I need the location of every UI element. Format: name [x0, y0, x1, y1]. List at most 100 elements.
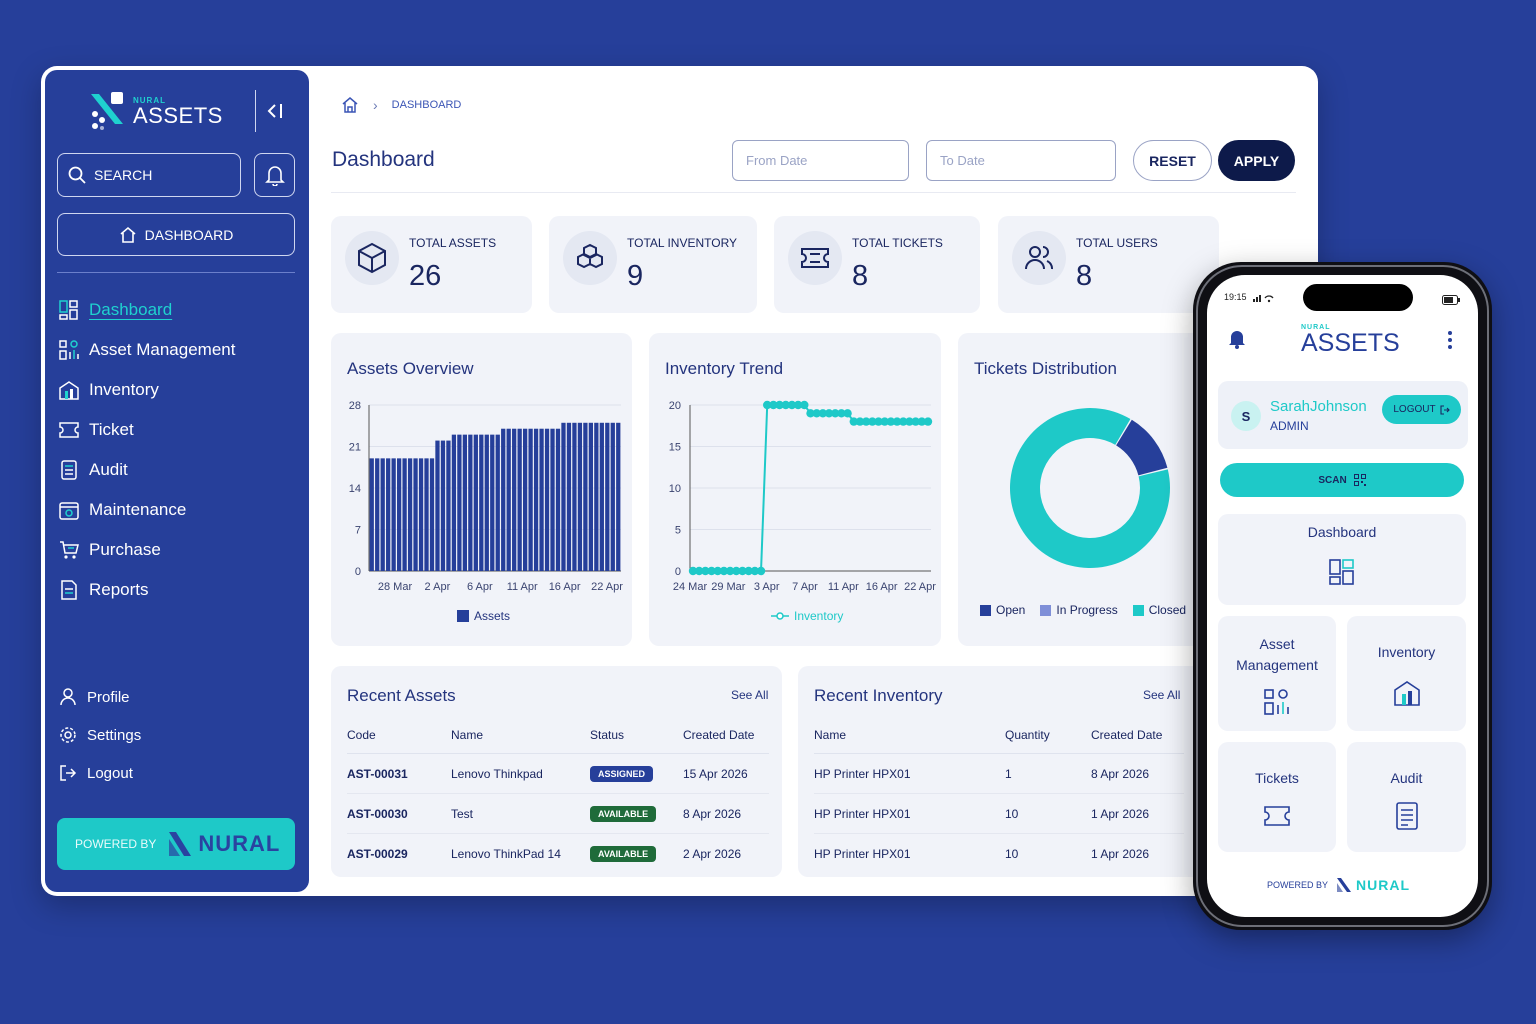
bar	[522, 428, 528, 571]
column-header: Quantity	[1005, 727, 1050, 742]
bar	[501, 428, 506, 571]
breadcrumb-current: DASHBOARD	[391, 99, 462, 111]
chart-title: Tickets Distribution	[974, 359, 1117, 378]
sidebar-item-inventory[interactable]: Inventory	[59, 370, 235, 410]
from-date-input[interactable]: From Date	[732, 140, 909, 181]
table-row[interactable]: AST-00031 Lenovo Thinkpad ASSIGNED 15 Ap…	[347, 754, 769, 794]
legend-swatch	[457, 610, 469, 622]
data-point	[713, 566, 722, 576]
y-tick-label: 7	[355, 525, 361, 537]
apply-button[interactable]: APPLY	[1218, 140, 1295, 181]
tile-asset-management[interactable]: Asset Management	[1218, 616, 1336, 731]
table-row[interactable]: HP Printer HPX01 1 8 Apr 2026	[814, 754, 1184, 794]
legend-label: Assets	[474, 609, 511, 623]
stat-value: 8	[852, 260, 869, 292]
x-tick-label: 16 Apr	[866, 581, 898, 593]
sidebar-item-label: Asset Management	[89, 340, 236, 359]
data-point	[837, 409, 846, 418]
legend-label: In Progress	[1056, 603, 1118, 617]
bell-icon[interactable]	[1228, 329, 1246, 349]
sidebar-item-ticket[interactable]: Ticket	[59, 410, 235, 450]
tile-inventory[interactable]: Inventory	[1347, 616, 1466, 731]
bar	[555, 428, 561, 571]
bar	[479, 434, 484, 571]
tile-audit[interactable]: Audit	[1347, 742, 1466, 852]
logo-big-text: ASSETS	[133, 102, 223, 128]
x-tick-label: 29 Mar	[711, 581, 746, 593]
tile-label: Inventory	[1377, 644, 1436, 660]
bar	[380, 458, 385, 571]
table-row[interactable]: AST-00029 Lenovo ThinkPad 14 AVAILABLE 2…	[347, 834, 769, 874]
bar	[473, 434, 478, 571]
bar	[402, 458, 407, 571]
tile-dashboard[interactable]: Dashboard	[1218, 514, 1466, 605]
inventory-name: HP Printer HPX01	[814, 847, 911, 861]
inventory-quantity: 1	[1005, 766, 1012, 781]
sidebar-item-purchase[interactable]: Purchase	[59, 530, 235, 570]
cart-icon	[60, 541, 79, 559]
dashboard-button[interactable]: DASHBOARD	[57, 213, 295, 256]
data-point	[899, 417, 908, 426]
table-row[interactable]: HP Printer HPX01 10 1 Apr 2026	[814, 834, 1184, 874]
bar	[468, 434, 473, 571]
section-title: Recent Assets	[347, 686, 456, 705]
bar	[512, 428, 517, 571]
bar	[435, 440, 440, 571]
table-row[interactable]: HP Printer HPX01 10 1 Apr 2026	[814, 794, 1184, 834]
tile-tickets[interactable]: Tickets	[1218, 742, 1336, 852]
stat-card-total-assets: TOTAL ASSETS 26	[331, 216, 532, 313]
sidebar-item-reports[interactable]: Reports	[59, 570, 235, 610]
bar	[429, 458, 435, 571]
bar	[369, 458, 374, 571]
data-point	[694, 566, 704, 576]
bar	[424, 458, 429, 571]
data-point	[688, 566, 698, 576]
reset-button[interactable]: RESET	[1133, 140, 1212, 181]
see-all-assets-link[interactable]: See All	[731, 688, 769, 702]
more-vertical-icon[interactable]	[1447, 330, 1453, 350]
asset-name: Lenovo ThinkPad 14	[451, 847, 561, 861]
table-row[interactable]: AST-00030 Test AVAILABLE 8 Apr 2026	[347, 794, 769, 834]
legend-swatch-in-progress	[1040, 604, 1052, 616]
recent-assets-card: Recent Assets See All Code Name Status C…	[331, 666, 782, 877]
sidebar-item-settings[interactable]: Settings	[59, 716, 141, 754]
sidebar-item-label: Dashboard	[89, 300, 173, 319]
status-bar-time: 19:15	[1224, 292, 1247, 302]
data-point	[800, 400, 809, 410]
data-point	[750, 566, 760, 576]
home-icon[interactable]	[341, 96, 359, 114]
tile-label: Asset Management	[1236, 636, 1318, 673]
logout-button[interactable]: LOGOUT	[1382, 395, 1461, 424]
collapse-sidebar-button[interactable]	[255, 90, 295, 132]
scan-button[interactable]: SCAN	[1220, 463, 1464, 497]
sidebar-item-dashboard[interactable]: Dashboard	[59, 290, 235, 330]
x-tick-label: 7 Apr	[792, 581, 818, 593]
column-header: Created Date	[683, 727, 755, 742]
x-tick-label: 22 Apr	[904, 581, 936, 593]
search-box[interactable]: SEARCH	[57, 153, 241, 197]
data-point	[812, 409, 821, 418]
column-header: Status	[590, 727, 625, 742]
page-title: Dashboard	[332, 148, 435, 171]
sidebar-item-asset-management[interactable]: Asset Management	[59, 330, 235, 370]
bar	[583, 422, 588, 571]
to-date-input[interactable]: To Date	[926, 140, 1116, 181]
recent-inventory-card: Recent Inventory See All Name Quantity C…	[798, 666, 1228, 877]
chevron-right-icon: ›	[373, 97, 378, 113]
data-point	[787, 400, 797, 410]
sidebar-item-audit[interactable]: Audit	[59, 450, 235, 490]
sidebar-item-logout[interactable]: Logout	[59, 754, 141, 792]
sidebar-item-profile[interactable]: Profile	[59, 678, 141, 716]
sidebar-item-maintenance[interactable]: Maintenance	[59, 490, 235, 530]
legend-label: Closed	[1148, 603, 1187, 617]
see-all-inventory-link[interactable]: See All	[1143, 688, 1181, 702]
bar	[577, 422, 583, 571]
notifications-button[interactable]	[254, 153, 295, 197]
bar	[561, 422, 566, 571]
phone-screen: 19:15 NURAL ASSETS S SarahJohnson ADMIN …	[1207, 275, 1478, 917]
legend-swatch-open	[980, 604, 991, 616]
status-badge: ASSIGNED	[590, 765, 654, 782]
bar	[457, 434, 462, 571]
bar	[550, 428, 555, 571]
boxes-icon	[577, 243, 603, 269]
